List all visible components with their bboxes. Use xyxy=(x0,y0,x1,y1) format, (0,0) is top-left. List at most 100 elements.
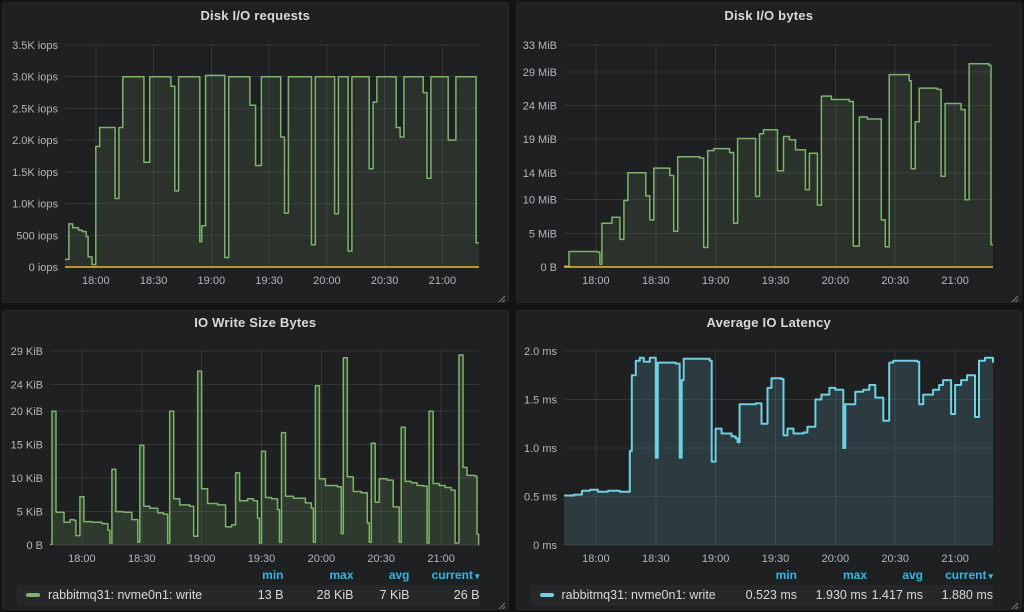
chart-area: 0 iops 500 iops 1.0K iops 1.5K iops 2.0K iop… xyxy=(3,27,508,302)
legend-sort-max[interactable]: max xyxy=(329,568,354,582)
y-tick-label: 33 MiB xyxy=(522,40,556,52)
y-tick-label: 1.0 ms xyxy=(523,443,557,455)
x-tick-label: 20:00 xyxy=(308,553,336,565)
stat-avg: 7 KiB xyxy=(379,588,410,602)
chart-area: 0 ms 0.5 ms 1.0 ms 1.5 ms 2.0 ms 18:00 18:30 19… xyxy=(517,335,1022,567)
x-tick-label: 21:00 xyxy=(427,553,455,565)
y-tick-label: 24 MiB xyxy=(522,101,556,113)
io-write-size-bytes-chart[interactable]: 0 B 5 KiB 10 KiB 15 KiB 20 KiB 24 KiB 29 KiB 18… xyxy=(3,335,507,567)
stat-max: 1.930 ms xyxy=(815,588,867,602)
y-tick-label: 0 B xyxy=(540,262,557,274)
y-tick-label: 10 KiB xyxy=(11,473,43,485)
series-fill xyxy=(563,357,993,545)
stat-avg: 1.417 ms xyxy=(871,588,923,602)
y-tick-label: 1.5K iops xyxy=(12,167,58,179)
panel-title[interactable]: Average IO Latency xyxy=(706,315,831,330)
y-tick-label: 10 MiB xyxy=(522,195,556,207)
x-tick-label: 19:30 xyxy=(255,275,283,287)
legend-sort-max[interactable]: max xyxy=(842,568,867,582)
x-tick-label: 21:00 xyxy=(429,275,457,287)
sort-caret-icon: ▾ xyxy=(474,571,480,581)
disk-io-bytes-chart[interactable]: 0 B 5 MiB 10 MiB 14 MiB 19 MiB 24 MiB 29 MiB 33… xyxy=(517,27,1021,301)
x-tick-label: 19:00 xyxy=(188,553,216,565)
legend-sort-current[interactable]: current ▾ xyxy=(410,568,480,582)
y-tick-label: 2.0 ms xyxy=(523,346,557,358)
x-tick-label: 18:30 xyxy=(140,275,168,287)
panel-resize-handle-icon[interactable] xyxy=(1010,598,1019,610)
x-tick-label: 20:00 xyxy=(313,275,341,287)
x-tick-label: 18:00 xyxy=(582,275,610,287)
series-fill xyxy=(563,63,993,267)
x-tick-label: 21:00 xyxy=(941,275,969,287)
legend-row: rabbitmq31: nvme0n1: write 0.523 ms 1.93… xyxy=(531,585,993,606)
x-tick-label: 20:30 xyxy=(881,553,909,565)
x-tick-label: 19:30 xyxy=(761,275,789,287)
y-tick-label: 19 MiB xyxy=(522,134,556,146)
chart-area: 0 B 5 KiB 10 KiB 15 KiB 20 KiB 24 KiB 29 KiB 18… xyxy=(3,335,508,567)
panel-title[interactable]: Disk I/O bytes xyxy=(724,7,814,23)
panel-title[interactable]: IO Write Size Bytes xyxy=(194,315,317,330)
panel-resize-handle-icon[interactable] xyxy=(497,598,506,610)
y-tick-label: 2.0K iops xyxy=(12,135,58,147)
stat-min: 0.523 ms xyxy=(745,588,797,602)
legend-row: rabbitmq31: nvme0n1: write 13 B 28 KiB 7… xyxy=(17,585,480,606)
x-tick-label: 19:00 xyxy=(701,553,729,565)
legend-sort-current[interactable]: current ▾ xyxy=(923,568,993,582)
series-label[interactable]: rabbitmq31: nvme0n1: write xyxy=(561,588,716,602)
panel-header: IO Write Size Bytes xyxy=(3,311,508,335)
legend-sort-avg[interactable]: avg xyxy=(902,568,923,582)
disk-io-requests-chart[interactable]: 0 iops 500 iops 1.0K iops 1.5K iops 2.0K iop… xyxy=(3,27,507,301)
y-tick-label: 29 KiB xyxy=(11,346,43,358)
series-line xyxy=(50,353,480,545)
x-tick-label: 18:30 xyxy=(128,553,156,565)
x-tick-label: 19:00 xyxy=(198,275,226,287)
y-tick-label: 29 MiB xyxy=(522,67,556,79)
y-tick-label: 0 B xyxy=(26,540,43,552)
x-tick-label: 20:30 xyxy=(371,275,399,287)
y-tick-label: 1.5 ms xyxy=(523,394,557,406)
legend-sort-min[interactable]: min xyxy=(775,568,797,582)
y-tick-label: 1.0K iops xyxy=(12,199,58,211)
x-tick-label: 18:30 xyxy=(642,553,670,565)
x-tick-label: 18:00 xyxy=(82,275,110,287)
average-io-latency-chart[interactable]: 0 ms 0.5 ms 1.0 ms 1.5 ms 2.0 ms 18:00 18:30 19… xyxy=(517,335,1021,567)
x-tick-label: 20:30 xyxy=(881,275,909,287)
x-tick-label: 20:00 xyxy=(821,275,849,287)
x-tick-label: 20:00 xyxy=(821,553,849,565)
series-fill xyxy=(50,354,479,545)
stat-current: 26 B xyxy=(453,588,480,602)
y-tick-label: 20 KiB xyxy=(11,406,43,418)
legend: min max avg current ▾ rabbitmq31: nvme0n1… xyxy=(517,567,1022,610)
panel-header: Disk I/O bytes xyxy=(517,3,1022,27)
x-tick-label: 18:30 xyxy=(642,275,670,287)
y-tick-label: 3.5K iops xyxy=(12,40,58,52)
series-color-marker[interactable] xyxy=(539,593,554,597)
legend-header: min max avg current ▾ xyxy=(531,568,993,583)
x-tick-label: 20:30 xyxy=(367,553,395,565)
y-tick-label: 500 iops xyxy=(16,230,58,242)
series-line xyxy=(65,74,479,266)
legend-sort-current-label: current xyxy=(431,568,473,582)
legend-sort-avg[interactable]: avg xyxy=(388,568,410,582)
y-tick-label: 14 MiB xyxy=(522,168,556,180)
x-tick-label: 19:30 xyxy=(761,553,789,565)
panel-header: Disk I/O requests xyxy=(3,3,508,27)
y-tick-label: 0.5 ms xyxy=(523,491,557,503)
legend-header: min max avg current ▾ xyxy=(17,568,480,583)
panel-resize-handle-icon[interactable] xyxy=(497,291,506,302)
legend-sort-min[interactable]: min xyxy=(262,568,284,582)
panel-resize-handle-icon[interactable] xyxy=(1010,291,1019,302)
legend-sort-current-label: current xyxy=(945,568,987,582)
y-tick-label: 2.5K iops xyxy=(12,103,58,115)
series-color-marker[interactable] xyxy=(26,593,40,597)
x-tick-label: 21:00 xyxy=(941,553,969,565)
stat-min: 13 B xyxy=(257,588,284,602)
series-label[interactable]: rabbitmq31: nvme0n1: write xyxy=(48,588,203,602)
panel-io-write-size-bytes: IO Write Size Bytes 0 B 5 KiB 10 KiB 15 KiB… xyxy=(2,309,509,610)
panel-title[interactable]: Disk I/O requests xyxy=(200,7,311,23)
sort-caret-icon: ▾ xyxy=(988,571,993,581)
panel-disk-io-requests: Disk I/O requests 0 iops 500 iops 1.0K iop… xyxy=(2,2,509,303)
panel-disk-io-bytes: Disk I/O bytes 0 B 5 MiB 10 MiB 14 MiB 19 Mi… xyxy=(515,2,1022,303)
panel-average-io-latency: Average IO Latency 0 ms 0.5 ms 1.0 ms 1.5 m… xyxy=(515,309,1022,610)
x-tick-label: 19:00 xyxy=(701,275,729,287)
